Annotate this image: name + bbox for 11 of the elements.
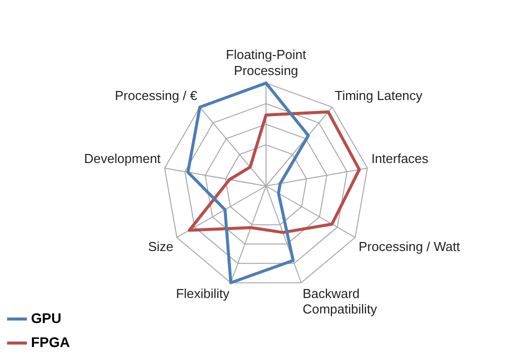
spoke-label: Processing / €: [114, 88, 198, 103]
spoke-label: Floating-Point Processing: [226, 47, 306, 78]
spoke-label: Interfaces: [371, 151, 429, 166]
spoke-label: Processing / Watt: [358, 238, 460, 254]
spoke-label: Timing Latency: [334, 88, 423, 103]
legend-label: GPU: [31, 310, 62, 326]
legend-label: FPGA: [31, 334, 70, 350]
spoke-label: Backward Compatibility: [302, 286, 378, 316]
spoke-label: Size: [148, 238, 174, 254]
spoke-label: Flexibility: [176, 286, 230, 301]
spoke-label: Development: [84, 151, 162, 166]
